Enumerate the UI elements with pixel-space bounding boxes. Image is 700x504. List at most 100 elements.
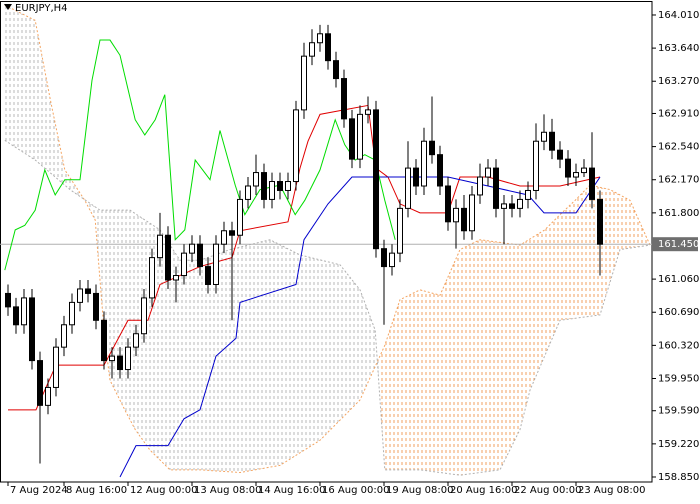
candle-body	[485, 167, 491, 178]
x-tick-label: 19 Aug 08:00	[386, 485, 453, 496]
candle-body	[37, 360, 43, 406]
candle-body	[317, 33, 323, 44]
axis-layer: 164.010 163.640 163.270 162.910 162.540 162.1…	[0, 10, 699, 496]
candle-body	[245, 185, 251, 200]
candle-body	[549, 131, 555, 151]
y-tick-label: 161.800	[658, 208, 699, 219]
candle-body	[565, 158, 571, 178]
candle-body	[589, 167, 595, 200]
candle-body	[237, 198, 243, 236]
candle-body	[341, 78, 347, 120]
candle-body	[189, 243, 195, 254]
cloud-span	[4, 139, 651, 476]
candle-body	[325, 33, 331, 62]
candle-body	[181, 252, 187, 277]
y-tick-label: 159.590	[658, 406, 699, 417]
candle-body	[365, 109, 371, 115]
candle-body	[229, 230, 235, 236]
candle-body	[133, 333, 139, 348]
symbol-icon	[4, 4, 12, 10]
y-tick-label: 162.910	[658, 108, 699, 119]
candle-body	[373, 109, 379, 250]
candle-body	[261, 172, 267, 200]
cloud-fill	[4, 5, 380, 473]
candle-body	[389, 252, 395, 268]
candle-body	[157, 234, 163, 259]
x-tick-label: 16 Aug 00:00	[322, 485, 389, 496]
candle-body	[381, 248, 387, 268]
candle-body	[477, 176, 483, 196]
y-tick-label: 162.170	[658, 175, 699, 186]
x-tick-label: 13 Aug 08:00	[194, 485, 261, 496]
price-label: 161.450	[658, 239, 699, 250]
candle-layer	[5, 24, 603, 464]
x-tick-label: 14 Aug 16:00	[258, 485, 325, 496]
candle-body	[277, 181, 283, 191]
cloud-layer	[4, 4, 651, 476]
x-tick-label: 8 Aug 16:00	[66, 485, 127, 496]
candle-body	[125, 346, 131, 371]
candle-body	[197, 243, 203, 268]
cloud-span	[4, 4, 651, 474]
y-tick-label: 164.010	[658, 10, 699, 21]
candle-body	[437, 154, 443, 187]
x-tick-label: 12 Aug 00:00	[130, 485, 197, 496]
candle-body	[357, 113, 363, 160]
indicator-line	[8, 104, 601, 411]
candle-body	[493, 167, 499, 209]
candle-body	[221, 230, 227, 245]
candle-body	[213, 243, 219, 285]
candle-body	[461, 207, 467, 232]
price-tag	[652, 237, 698, 252]
candle-body	[45, 386, 51, 406]
y-tick-label: 159.950	[658, 373, 699, 384]
candle-body	[21, 297, 27, 326]
candle-body	[165, 234, 171, 281]
candle-body	[173, 275, 179, 281]
candle-body	[117, 355, 123, 371]
candle-body	[429, 140, 435, 156]
candle-body	[5, 292, 11, 308]
x-tick-label: 23 Aug 08:00	[578, 485, 645, 496]
chart-title: EURJPY,H4	[15, 3, 68, 14]
candle-body	[101, 319, 107, 362]
candle-body	[597, 198, 603, 245]
candle-body	[141, 297, 147, 335]
candle-body	[517, 198, 523, 209]
cloud-fill	[380, 185, 650, 476]
candle-body	[541, 131, 547, 142]
x-tick-label: 22 Aug 00:00	[514, 485, 581, 496]
candle-body	[253, 172, 259, 187]
candle-body	[445, 185, 451, 223]
y-tick-label: 160.320	[658, 340, 699, 351]
candle-body	[413, 167, 419, 187]
x-tick-label: 20 Aug 16:00	[450, 485, 517, 496]
candle-body	[29, 297, 35, 362]
candle-body	[557, 149, 563, 160]
y-tick-label: 161.060	[658, 274, 699, 285]
candle-body	[85, 288, 91, 294]
y-tick-label: 158.850	[658, 472, 699, 483]
y-tick-label: 160.690	[658, 307, 699, 318]
candle-body	[501, 203, 507, 209]
candle-body	[109, 355, 115, 362]
candle-body	[573, 172, 579, 178]
candle-body	[205, 266, 211, 285]
candle-body	[469, 194, 475, 232]
indicator-line	[4, 39, 396, 271]
candle-body	[149, 257, 155, 299]
candle-body	[293, 109, 299, 183]
candle-body	[69, 301, 75, 326]
candle-body	[93, 292, 99, 321]
candle-body	[453, 207, 459, 223]
y-tick-label: 159.220	[658, 439, 699, 450]
candle-body	[397, 207, 403, 254]
candle-body	[581, 167, 587, 174]
candle-body	[285, 181, 291, 191]
candle-body	[405, 167, 411, 209]
y-tick-label: 163.640	[658, 43, 699, 54]
candle-body	[301, 55, 307, 111]
x-tick-label: 7 Aug 2024	[10, 485, 68, 496]
